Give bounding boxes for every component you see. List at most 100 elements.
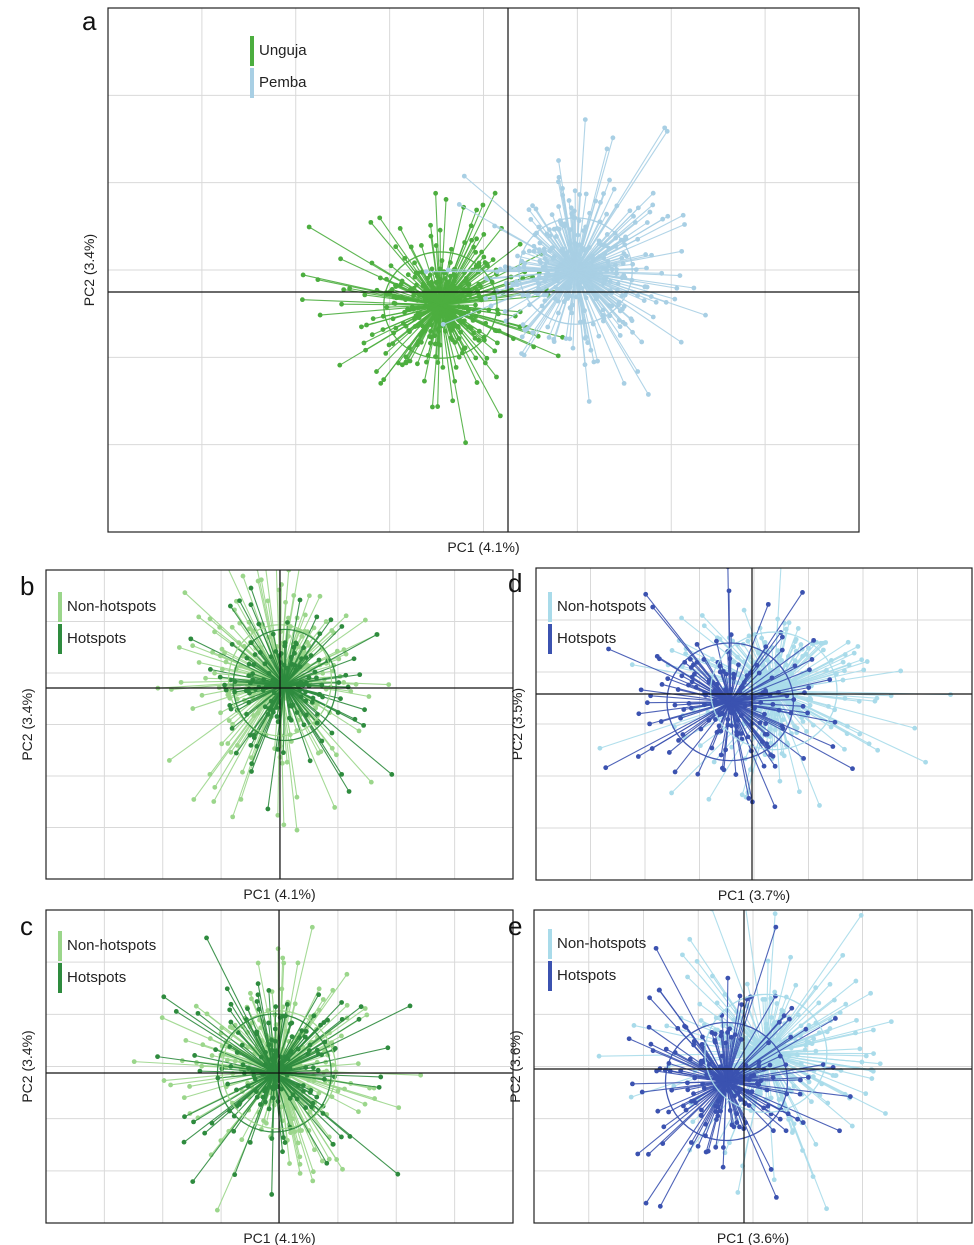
data-point [630, 1081, 635, 1087]
data-point [229, 624, 235, 630]
data-point [294, 728, 300, 733]
data-point [586, 245, 592, 250]
data-point [212, 784, 218, 790]
data-point [646, 1151, 651, 1157]
data-point [644, 265, 649, 271]
data-point [697, 1001, 703, 1007]
data-point [840, 952, 846, 958]
data-point [222, 682, 227, 688]
spoke [730, 694, 771, 703]
data-point [359, 324, 364, 330]
spoke [272, 684, 286, 713]
data-point [361, 722, 367, 728]
data-point [228, 603, 233, 609]
data-point [285, 620, 290, 625]
data-point [302, 1034, 308, 1040]
data-point [644, 700, 650, 706]
data-point [736, 662, 741, 668]
data-point [380, 327, 386, 333]
data-point [216, 545, 221, 550]
data-point [254, 743, 260, 749]
data-point [361, 340, 367, 346]
spoke [229, 1009, 275, 1074]
spoke [192, 1072, 275, 1182]
spoke [537, 270, 576, 284]
spoke [773, 649, 824, 692]
data-point [422, 378, 427, 384]
data-point [639, 1089, 645, 1095]
ellipse-non-hotspots [709, 631, 838, 751]
data-point [254, 999, 260, 1004]
data-point [181, 1139, 187, 1145]
data-point [613, 235, 619, 241]
data-point [492, 348, 498, 354]
data-point [418, 321, 424, 327]
data-point [275, 812, 281, 818]
data-point [521, 264, 527, 270]
data-point [772, 763, 778, 769]
data-point [851, 650, 857, 656]
data-point [679, 673, 685, 679]
spoke [729, 632, 782, 703]
data-point [317, 312, 323, 318]
data-point [193, 1003, 199, 1009]
ellipse-hotspots [666, 642, 795, 762]
data-point [827, 981, 833, 987]
data-point [476, 337, 482, 343]
data-point [182, 1114, 187, 1120]
data-point [585, 340, 591, 346]
data-point [464, 304, 470, 310]
data-point [556, 204, 562, 209]
data-point [745, 638, 751, 644]
data-point [604, 232, 610, 237]
data-point [315, 711, 320, 717]
data-point [521, 352, 527, 358]
data-point [246, 699, 252, 705]
data-point [316, 1007, 322, 1013]
data-point [762, 640, 768, 645]
legend-label: Pemba [259, 74, 307, 91]
data-point [282, 1140, 288, 1145]
data-point [763, 689, 769, 695]
data-point [251, 1072, 257, 1078]
data-point [609, 266, 615, 272]
data-point [341, 287, 347, 292]
data-point [680, 952, 685, 958]
data-point [647, 209, 653, 215]
data-point [536, 286, 542, 292]
plot-area-b [155, 545, 395, 833]
data-point [246, 1065, 251, 1071]
spoke [726, 995, 776, 1082]
data-point [628, 1094, 634, 1100]
data-point [666, 1109, 672, 1115]
data-point [824, 667, 829, 673]
data-point [619, 293, 625, 299]
data-point [312, 1147, 317, 1153]
data-point [291, 644, 297, 650]
data-point [572, 240, 577, 246]
data-point [854, 1017, 859, 1023]
data-point [875, 747, 881, 753]
data-point [280, 750, 286, 756]
legend-label: Hotspots [67, 969, 126, 986]
data-point [423, 269, 429, 275]
data-point [682, 659, 688, 665]
data-point [665, 213, 671, 219]
data-point [853, 978, 859, 984]
data-point [295, 1140, 301, 1146]
data-point [735, 1190, 741, 1195]
data-point [263, 1099, 268, 1105]
spoke [765, 1052, 821, 1096]
data-point [590, 256, 596, 262]
data-point [316, 692, 322, 697]
spoke [282, 684, 286, 753]
spoke [650, 695, 731, 703]
data-point [737, 1124, 742, 1130]
spoke [250, 587, 286, 686]
data-point [377, 215, 383, 221]
data-point [665, 676, 671, 682]
data-point [538, 260, 544, 265]
data-point [649, 746, 655, 751]
data-point [269, 1192, 275, 1197]
data-point [691, 1091, 696, 1097]
